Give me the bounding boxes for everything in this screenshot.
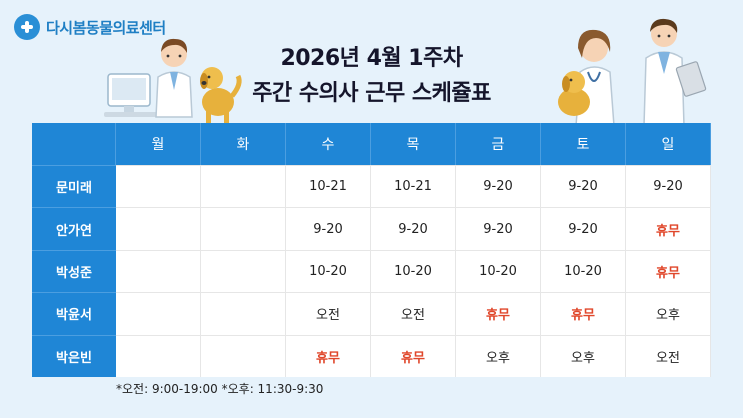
shift-cell: 10-21 [286,165,371,208]
day-header: 목 [371,123,456,165]
shift-cell: 9-20 [626,165,711,208]
schedule-week-title: 2026년 4월 1주차 [280,46,463,71]
table-corner-cell [32,123,116,165]
shift-cell: 10-21 [371,165,456,208]
day-header: 토 [541,123,626,165]
schedule-main-title: 주간 수의사 근무 스케쥴표 [252,81,491,106]
shift-cell [116,292,201,335]
day-header: 일 [626,123,711,165]
shift-cell [201,334,286,377]
medical-cross-icon [14,14,40,40]
shift-cell: 10-20 [541,249,626,293]
shift-cell: 오전 [371,292,456,335]
shift-cell: 10-20 [286,249,371,293]
shift-cell: 9-20 [371,207,456,250]
brand-logo: 다시봄동물의료센터 [14,14,166,40]
shift-cell [116,334,201,377]
day-off-cell: 휴무 [456,292,541,335]
vet-with-dog-illustration [104,38,242,124]
shift-cell: 9-20 [456,165,541,208]
schedule-table: 월 화 수 목 금 토 일 문미래 10-21 10-21 9-20 9-20 9-20 안가연 9-20 9… [32,123,712,377]
vet-name-cell: 안가연 [32,207,116,250]
day-off-cell: 휴무 [286,334,371,377]
shift-cell: 10-20 [456,249,541,293]
vet-name-cell: 박은빈 [32,334,116,377]
shift-cell [201,165,286,208]
vets-team-illustration [558,18,707,126]
vet-name-cell: 박성준 [32,249,116,293]
shift-cell: 오후 [626,292,711,335]
shift-cell: 9-20 [541,165,626,208]
shift-cell: 9-20 [286,207,371,250]
shift-cell [201,207,286,250]
shift-cell [201,249,286,293]
day-off-cell: 휴무 [626,207,711,250]
day-off-cell: 휴무 [626,249,711,293]
shift-cell [116,165,201,208]
day-header: 화 [201,123,286,165]
day-header: 수 [286,123,371,165]
shift-cell: 오전 [286,292,371,335]
day-off-cell: 휴무 [541,292,626,335]
shift-cell: 오후 [541,334,626,377]
shift-cell: 9-20 [541,207,626,250]
vet-name-cell: 문미래 [32,165,116,208]
shift-time-note: *오전: 9:00-19:00 *오후: 11:30-9:30 [116,382,324,396]
day-header: 월 [116,123,201,165]
shift-cell: 오후 [456,334,541,377]
shift-cell: 9-20 [456,207,541,250]
shift-cell [201,292,286,335]
vet-name-cell: 박윤서 [32,292,116,335]
shift-cell [116,249,201,293]
shift-cell: 오전 [626,334,711,377]
day-off-cell: 휴무 [371,334,456,377]
brand-name: 다시봄동물의료센터 [46,18,166,37]
shift-cell: 10-20 [371,249,456,293]
shift-cell [116,207,201,250]
day-header: 금 [456,123,541,165]
